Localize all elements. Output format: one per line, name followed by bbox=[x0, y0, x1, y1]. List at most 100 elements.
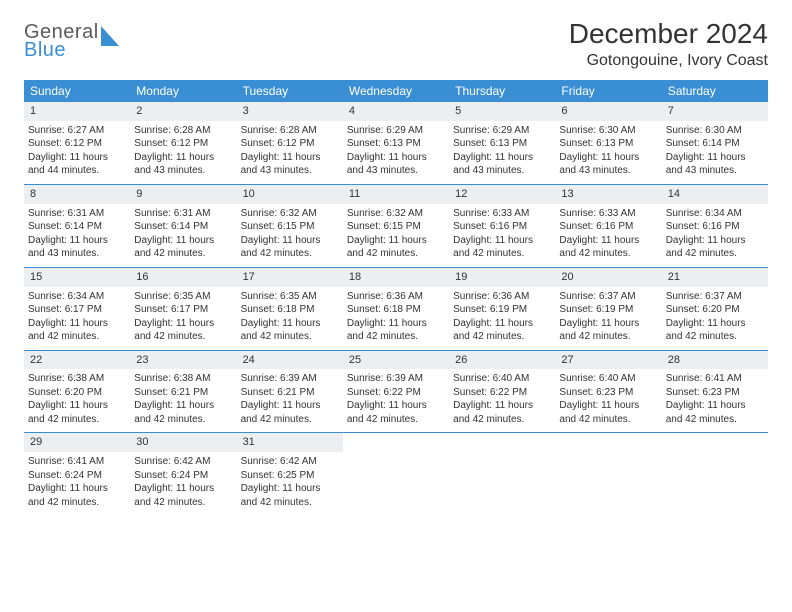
day-sunrise: Sunrise: 6:41 AM bbox=[28, 455, 126, 469]
calendar-week: 29Sunrise: 6:41 AMSunset: 6:24 PMDayligh… bbox=[24, 433, 768, 515]
weekday-header: Monday bbox=[130, 80, 236, 102]
day-number: 12 bbox=[449, 185, 555, 204]
calendar: Sunday Monday Tuesday Wednesday Thursday… bbox=[24, 80, 768, 515]
day-number: 8 bbox=[24, 185, 130, 204]
day-daylight2: and 42 minutes. bbox=[28, 496, 126, 510]
day-daylight1: Daylight: 11 hours bbox=[134, 151, 232, 165]
day-cell: 8Sunrise: 6:31 AMSunset: 6:14 PMDaylight… bbox=[24, 185, 130, 267]
day-daylight1: Daylight: 11 hours bbox=[347, 399, 445, 413]
day-sunrise: Sunrise: 6:27 AM bbox=[28, 124, 126, 138]
day-daylight1: Daylight: 11 hours bbox=[453, 399, 551, 413]
day-daylight2: and 42 minutes. bbox=[347, 413, 445, 427]
day-daylight2: and 43 minutes. bbox=[666, 164, 764, 178]
day-sunset: Sunset: 6:23 PM bbox=[666, 386, 764, 400]
header: General Blue December 2024 Gotongouine, … bbox=[24, 18, 768, 70]
logo-text: General Blue bbox=[24, 22, 99, 60]
day-daylight2: and 42 minutes. bbox=[453, 247, 551, 261]
day-cell: 7Sunrise: 6:30 AMSunset: 6:14 PMDaylight… bbox=[662, 102, 768, 184]
day-cell: 30Sunrise: 6:42 AMSunset: 6:24 PMDayligh… bbox=[130, 433, 236, 515]
day-daylight1: Daylight: 11 hours bbox=[134, 317, 232, 331]
day-cell: 9Sunrise: 6:31 AMSunset: 6:14 PMDaylight… bbox=[130, 185, 236, 267]
day-sunrise: Sunrise: 6:36 AM bbox=[453, 290, 551, 304]
day-sunset: Sunset: 6:19 PM bbox=[453, 303, 551, 317]
day-cell: 23Sunrise: 6:38 AMSunset: 6:21 PMDayligh… bbox=[130, 351, 236, 433]
day-daylight2: and 42 minutes. bbox=[666, 247, 764, 261]
day-sunset: Sunset: 6:24 PM bbox=[28, 469, 126, 483]
day-cell: 24Sunrise: 6:39 AMSunset: 6:21 PMDayligh… bbox=[237, 351, 343, 433]
month-title: December 2024 bbox=[569, 18, 768, 50]
day-daylight2: and 43 minutes. bbox=[134, 164, 232, 178]
day-number: 21 bbox=[662, 268, 768, 287]
day-number: 13 bbox=[555, 185, 661, 204]
day-cell: 20Sunrise: 6:37 AMSunset: 6:19 PMDayligh… bbox=[555, 268, 661, 350]
day-sunset: Sunset: 6:15 PM bbox=[241, 220, 339, 234]
day-sunset: Sunset: 6:21 PM bbox=[134, 386, 232, 400]
day-sunrise: Sunrise: 6:33 AM bbox=[453, 207, 551, 221]
day-daylight1: Daylight: 11 hours bbox=[241, 317, 339, 331]
day-daylight1: Daylight: 11 hours bbox=[559, 317, 657, 331]
day-sunrise: Sunrise: 6:31 AM bbox=[28, 207, 126, 221]
day-sunset: Sunset: 6:13 PM bbox=[559, 137, 657, 151]
day-sunrise: Sunrise: 6:32 AM bbox=[241, 207, 339, 221]
day-number: 26 bbox=[449, 351, 555, 370]
day-sunset: Sunset: 6:14 PM bbox=[666, 137, 764, 151]
day-daylight2: and 42 minutes. bbox=[134, 496, 232, 510]
day-number: 5 bbox=[449, 102, 555, 121]
day-daylight2: and 42 minutes. bbox=[134, 247, 232, 261]
day-cell: 31Sunrise: 6:42 AMSunset: 6:25 PMDayligh… bbox=[237, 433, 343, 515]
day-cell: 19Sunrise: 6:36 AMSunset: 6:19 PMDayligh… bbox=[449, 268, 555, 350]
day-daylight2: and 42 minutes. bbox=[559, 330, 657, 344]
day-daylight1: Daylight: 11 hours bbox=[28, 151, 126, 165]
day-daylight1: Daylight: 11 hours bbox=[453, 151, 551, 165]
day-sunset: Sunset: 6:17 PM bbox=[134, 303, 232, 317]
day-sunrise: Sunrise: 6:30 AM bbox=[559, 124, 657, 138]
logo-line-2: Blue bbox=[24, 40, 99, 60]
day-daylight2: and 44 minutes. bbox=[28, 164, 126, 178]
calendar-week: 8Sunrise: 6:31 AMSunset: 6:14 PMDaylight… bbox=[24, 185, 768, 268]
day-sunrise: Sunrise: 6:35 AM bbox=[134, 290, 232, 304]
title-block: December 2024 Gotongouine, Ivory Coast bbox=[569, 18, 768, 70]
day-sunset: Sunset: 6:25 PM bbox=[241, 469, 339, 483]
day-sunrise: Sunrise: 6:34 AM bbox=[666, 207, 764, 221]
day-daylight2: and 42 minutes. bbox=[241, 247, 339, 261]
day-cell: 10Sunrise: 6:32 AMSunset: 6:15 PMDayligh… bbox=[237, 185, 343, 267]
day-sunrise: Sunrise: 6:28 AM bbox=[134, 124, 232, 138]
day-sunset: Sunset: 6:18 PM bbox=[347, 303, 445, 317]
day-number: 16 bbox=[130, 268, 236, 287]
day-daylight1: Daylight: 11 hours bbox=[241, 151, 339, 165]
day-daylight2: and 43 minutes. bbox=[347, 164, 445, 178]
day-sunset: Sunset: 6:17 PM bbox=[28, 303, 126, 317]
day-number: 14 bbox=[662, 185, 768, 204]
day-daylight2: and 42 minutes. bbox=[241, 413, 339, 427]
day-cell: 1 Sunrise: 6:27 AMSunset: 6:12 PMDaylight… bbox=[24, 102, 130, 184]
day-number: 23 bbox=[130, 351, 236, 370]
day-daylight2: and 42 minutes. bbox=[134, 413, 232, 427]
weekday-header: Sunday bbox=[24, 80, 130, 102]
day-number: 1 bbox=[24, 102, 130, 121]
day-number: 2 bbox=[130, 102, 236, 121]
day-cell: 25Sunrise: 6:39 AMSunset: 6:22 PMDayligh… bbox=[343, 351, 449, 433]
day-sunrise: Sunrise: 6:33 AM bbox=[559, 207, 657, 221]
day-sunset: Sunset: 6:16 PM bbox=[559, 220, 657, 234]
day-daylight1: Daylight: 11 hours bbox=[347, 234, 445, 248]
day-daylight1: Daylight: 11 hours bbox=[453, 317, 551, 331]
day-number: 20 bbox=[555, 268, 661, 287]
day-sunrise: Sunrise: 6:40 AM bbox=[559, 372, 657, 386]
day-daylight1: Daylight: 11 hours bbox=[666, 317, 764, 331]
weekday-header-row: Sunday Monday Tuesday Wednesday Thursday… bbox=[24, 80, 768, 102]
day-cell: 2 Sunrise: 6:28 AMSunset: 6:12 PMDaylight… bbox=[130, 102, 236, 184]
day-number: 11 bbox=[343, 185, 449, 204]
day-sunset: Sunset: 6:13 PM bbox=[347, 137, 445, 151]
day-sunset: Sunset: 6:19 PM bbox=[559, 303, 657, 317]
day-daylight1: Daylight: 11 hours bbox=[666, 399, 764, 413]
day-daylight1: Daylight: 11 hours bbox=[347, 317, 445, 331]
calendar-week: 1Sunrise: 6:27 AMSunset: 6:12 PMDaylight… bbox=[24, 102, 768, 185]
day-number: 29 bbox=[24, 433, 130, 452]
day-cell: 18Sunrise: 6:36 AMSunset: 6:18 PMDayligh… bbox=[343, 268, 449, 350]
day-sunrise: Sunrise: 6:38 AM bbox=[28, 372, 126, 386]
day-cell: 28Sunrise: 6:41 AMSunset: 6:23 PMDayligh… bbox=[662, 351, 768, 433]
day-sunset: Sunset: 6:12 PM bbox=[134, 137, 232, 151]
day-daylight1: Daylight: 11 hours bbox=[347, 151, 445, 165]
day-sunset: Sunset: 6:12 PM bbox=[28, 137, 126, 151]
day-daylight2: and 43 minutes. bbox=[559, 164, 657, 178]
